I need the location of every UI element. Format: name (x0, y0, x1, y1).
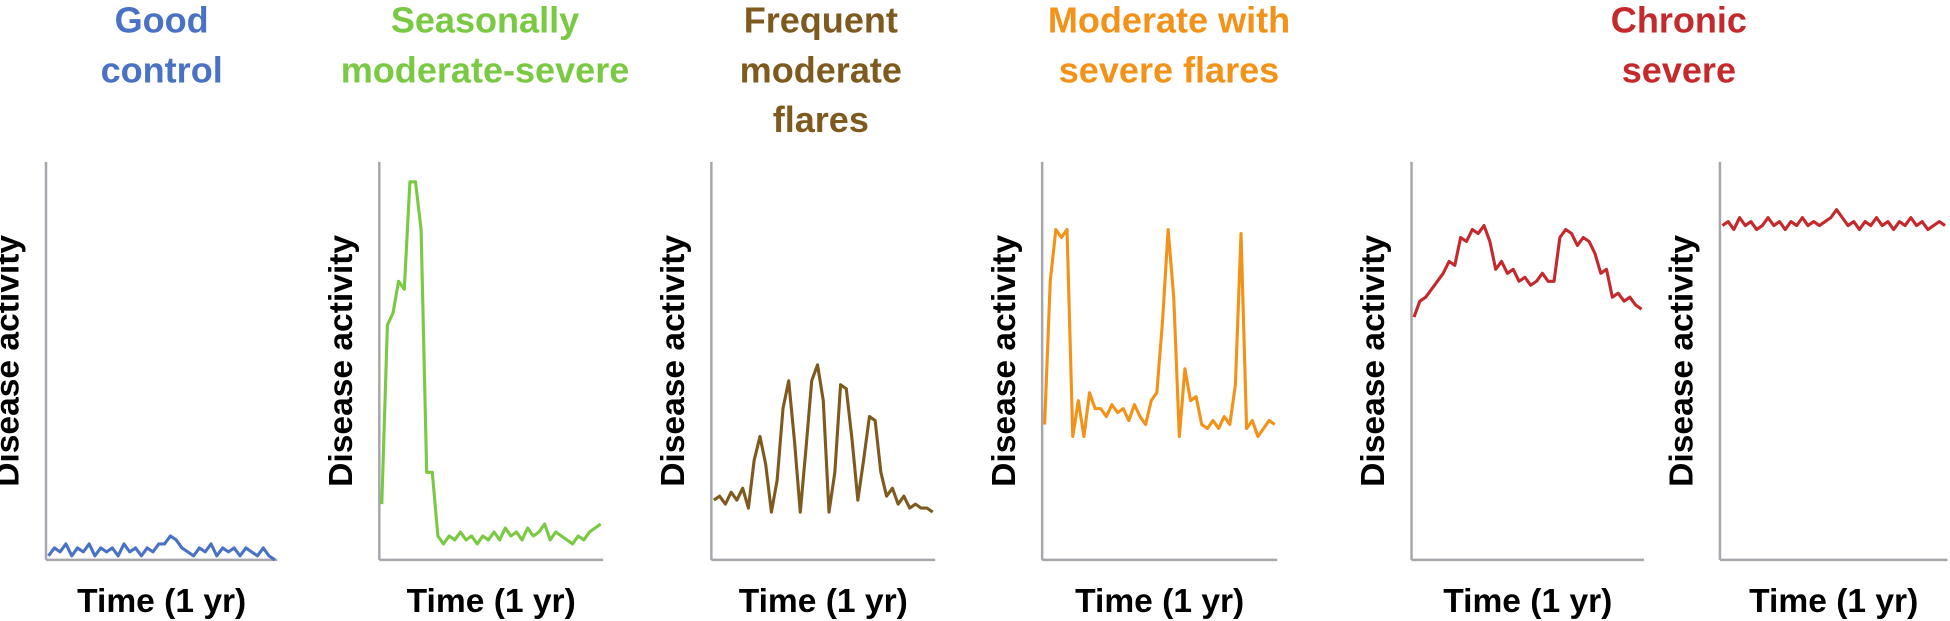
chart-title: Frequent (744, 0, 898, 41)
chart-title: Moderate with (1048, 0, 1290, 41)
y-axis-label: Disease activity (323, 235, 360, 487)
y-axis-label: Disease activity (1355, 235, 1392, 487)
line (1721, 208, 1946, 232)
x-axis-label: Time (1 yr) (77, 583, 246, 620)
chart-title: Good (115, 0, 209, 41)
x-axis-label: Time (1 yr) (407, 583, 576, 620)
chart-title: flares (773, 99, 869, 140)
chart-title: moderate (740, 49, 902, 90)
y-axis-label: Disease activity (986, 235, 1023, 487)
chart-title: moderate-severe (341, 49, 630, 90)
x-axis-label: Time (1 yr) (1443, 583, 1612, 620)
line (380, 180, 602, 546)
chart-title: control (101, 49, 223, 90)
x-axis-label: Time (1 yr) (1749, 583, 1918, 620)
y-axis-label: Disease activity (1664, 235, 1701, 487)
chart-title: severe flares (1059, 49, 1279, 90)
chart-title: Seasonally (391, 0, 579, 41)
x-axis-label: Time (1 yr) (1075, 583, 1244, 620)
x-axis-label: Time (1 yr) (739, 583, 908, 620)
chart-title: Chronic (1611, 0, 1747, 41)
line (47, 534, 276, 562)
y-axis-label: Disease activity (0, 235, 27, 487)
y-axis-label: Disease activity (655, 235, 692, 487)
line (712, 363, 934, 514)
line (1412, 224, 1643, 318)
line (1043, 227, 1276, 439)
chart-title: severe (1622, 49, 1736, 90)
